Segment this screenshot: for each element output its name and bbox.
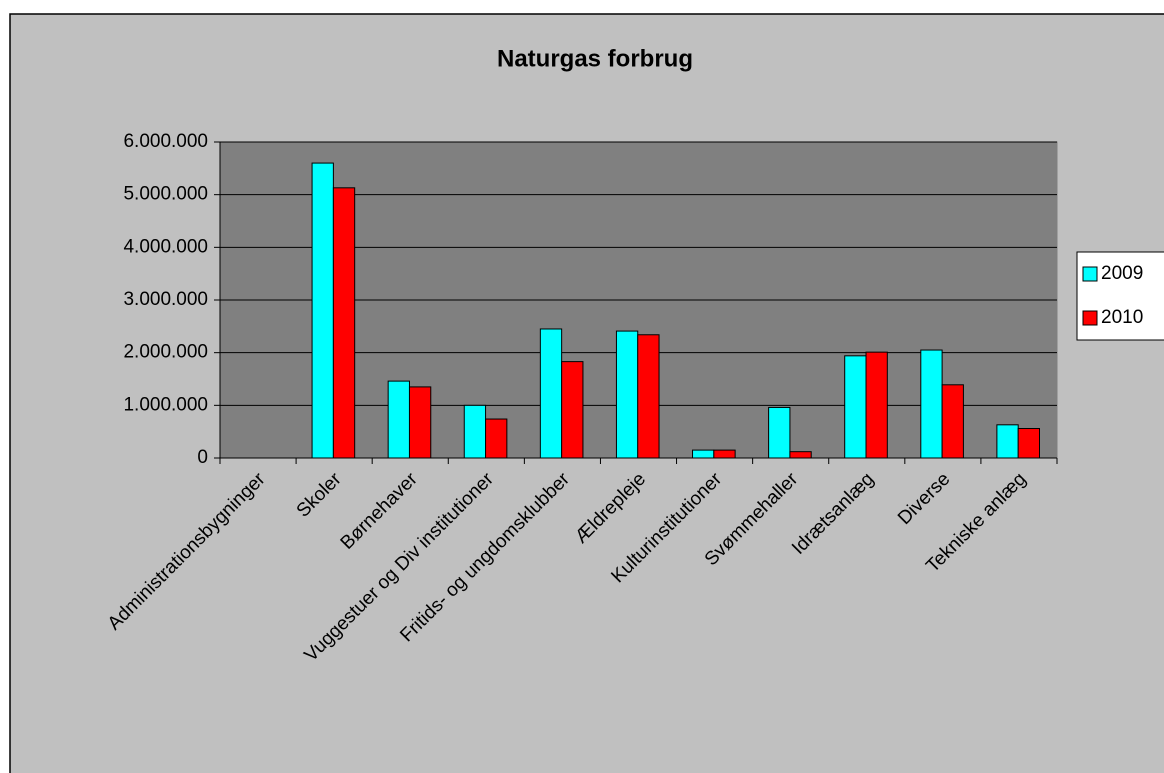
bar — [615, 330, 639, 459]
bar — [865, 351, 888, 459]
y-tick-label: 6.000.000 — [123, 131, 208, 152]
bar — [408, 386, 432, 459]
bar — [485, 418, 508, 459]
legend-swatch — [1082, 266, 1098, 282]
legend-label: 2009 — [1101, 263, 1143, 284]
chart-title: Naturgas forbrug — [497, 45, 693, 72]
y-tick-label: 3.000.000 — [123, 289, 208, 310]
y-tick-label: 0 — [197, 447, 208, 468]
legend-swatch — [1082, 310, 1098, 326]
bar — [713, 449, 736, 459]
bar — [692, 449, 715, 459]
bar — [539, 328, 563, 459]
legend-label: 2010 — [1101, 307, 1143, 328]
bar — [996, 424, 1019, 459]
bar — [387, 380, 410, 459]
bar — [920, 349, 943, 459]
bar — [332, 187, 356, 459]
bar — [463, 404, 487, 459]
bar — [311, 162, 334, 459]
bar — [844, 355, 867, 459]
y-tick-label: 4.000.000 — [123, 236, 208, 257]
y-tick-label: 5.000.000 — [123, 184, 208, 205]
y-tick-label: 1.000.000 — [123, 394, 208, 415]
y-tick-label: 2.000.000 — [123, 342, 208, 363]
bar — [768, 406, 791, 459]
bar — [941, 384, 964, 459]
bar — [1017, 428, 1040, 459]
bar — [789, 451, 812, 459]
bar — [637, 334, 660, 459]
bar — [561, 361, 584, 459]
